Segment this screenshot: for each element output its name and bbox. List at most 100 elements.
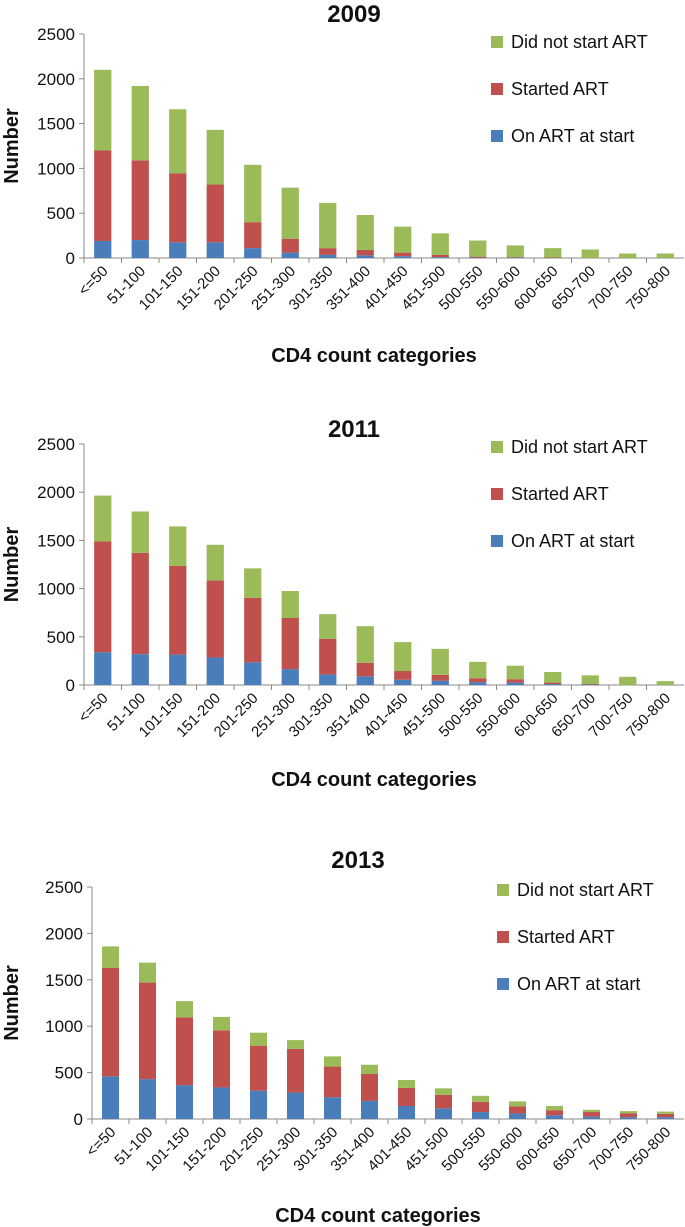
bar-on-art-at-start-750-800 [656, 1117, 675, 1119]
bar-started-art-151-200 [212, 1030, 231, 1088]
bar-on-art-at-start-351-400 [356, 676, 374, 685]
bar-started-art-251-300 [281, 238, 299, 253]
y-tick-label: 0 [66, 249, 75, 268]
bar-on-art-at-start-101-150 [169, 242, 187, 258]
bar-did-not-start-art-500-550 [469, 661, 487, 679]
bar-on-art-at-start-351-400 [356, 255, 374, 258]
bar-on-art-at-start-700-750 [619, 1117, 638, 1119]
bar-on-art-at-start-<=50 [94, 652, 112, 685]
bar-did-not-start-art-650-700 [582, 1109, 601, 1113]
bar-started-art-301-350 [319, 638, 337, 675]
bar-did-not-start-art-201-250 [244, 164, 262, 223]
bar-started-art-251-300 [281, 618, 299, 670]
bar-on-art-at-start-201-250 [249, 1090, 268, 1119]
y-tick-label: 1000 [37, 580, 75, 599]
bar-did-not-start-art-201-250 [244, 568, 262, 598]
bar-did-not-start-art-301-350 [323, 1056, 342, 1067]
y-tick-label: 1000 [37, 159, 75, 178]
y-tick-label: 2000 [45, 924, 83, 943]
bar-on-art-at-start-301-350 [319, 674, 337, 685]
legend-label: Did not start ART [517, 880, 654, 900]
bar-did-not-start-art-351-400 [356, 626, 374, 663]
bar-started-art-650-700 [582, 1112, 601, 1117]
legend-swatch [497, 931, 509, 943]
bar-started-art-51-100 [138, 982, 157, 1080]
bar-on-art-at-start-401-450 [394, 256, 412, 258]
bar-on-art-at-start-301-350 [323, 1097, 342, 1119]
bar-did-not-start-art-401-450 [394, 226, 412, 253]
bar-started-art-500-550 [471, 1101, 490, 1113]
legend-swatch [491, 36, 503, 48]
bar-on-art-at-start-251-300 [286, 1092, 305, 1119]
bar-started-art-401-450 [397, 1087, 416, 1107]
x-axis-label: CD4 count categories [271, 345, 477, 367]
y-tick-label: 1000 [45, 1017, 83, 1036]
bar-on-art-at-start-451-500 [431, 257, 449, 258]
bar-started-art-101-150 [175, 1017, 194, 1086]
bar-did-not-start-art-51-100 [131, 85, 149, 161]
chart-title: 2011 [328, 416, 380, 443]
legend-label: Started ART [511, 79, 609, 99]
chart-title: 2009 [327, 1, 380, 28]
y-tick-label: 500 [47, 628, 75, 647]
y-tick-label: 0 [66, 676, 75, 695]
legend-label: On ART at start [517, 974, 640, 994]
y-tick-label: 1500 [45, 971, 83, 990]
bar-on-art-at-start-151-200 [206, 657, 224, 685]
bar-did-not-start-art-750-800 [656, 253, 674, 258]
bar-started-art-<=50 [94, 541, 112, 653]
bar-on-art-at-start-<=50 [94, 240, 112, 258]
bar-on-art-at-start-101-150 [175, 1085, 194, 1119]
bar-started-art-401-450 [394, 671, 412, 680]
bar-started-art-51-100 [131, 552, 149, 655]
legend-swatch [491, 535, 503, 547]
bar-on-art-at-start-151-200 [212, 1087, 231, 1119]
bar-started-art-750-800 [656, 1113, 675, 1118]
bar-did-not-start-art-451-500 [434, 1088, 453, 1095]
bar-on-art-at-start-101-150 [169, 654, 187, 685]
bar-on-art-at-start-550-600 [508, 1113, 527, 1119]
bar-started-art-451-500 [434, 1094, 453, 1109]
y-tick-label: 500 [47, 204, 75, 223]
y-tick-label: 2000 [37, 70, 75, 89]
bar-started-art-401-450 [394, 252, 412, 257]
legend-swatch [491, 488, 503, 500]
chart-panel-2009: 2009Number05001000150020002500<=5051-100… [1, 1, 684, 367]
bar-started-art-201-250 [244, 222, 262, 249]
legend-label: On ART at start [511, 126, 634, 146]
bar-started-art-351-400 [356, 662, 374, 677]
bar-started-art-201-250 [244, 597, 262, 663]
bar-did-not-start-art-700-750 [619, 676, 637, 685]
bar-on-art-at-start-51-100 [138, 1079, 157, 1119]
bar-did-not-start-art-151-200 [206, 129, 224, 185]
bar-did-not-start-art-301-350 [319, 614, 337, 639]
bar-did-not-start-art-101-150 [169, 109, 187, 174]
bar-on-art-at-start-251-300 [281, 252, 299, 258]
bar-did-not-start-art-351-400 [356, 214, 374, 250]
bar-on-art-at-start-401-450 [397, 1106, 416, 1119]
bar-started-art-101-150 [169, 565, 187, 655]
bar-did-not-start-art-550-600 [506, 245, 524, 258]
legend-label: Started ART [517, 927, 615, 947]
bar-did-not-start-art-51-100 [131, 511, 149, 553]
bar-started-art-500-550 [469, 678, 487, 683]
bar-started-art-600-650 [545, 1110, 564, 1116]
bar-started-art-<=50 [101, 967, 120, 1077]
bar-did-not-start-art-500-550 [469, 240, 487, 257]
bar-did-not-start-art-401-450 [394, 642, 412, 672]
bar-did-not-start-art-<=50 [94, 495, 112, 542]
bar-did-not-start-art-700-750 [619, 1111, 638, 1114]
bar-started-art-700-750 [619, 1113, 638, 1118]
legend-label: Did not start ART [511, 437, 648, 457]
y-axis-label: Number [1, 965, 23, 1041]
bar-on-art-at-start-51-100 [131, 654, 149, 685]
bar-did-not-start-art-101-150 [175, 1001, 194, 1018]
bar-did-not-start-art-550-600 [506, 665, 524, 680]
bar-on-art-at-start-351-400 [360, 1100, 379, 1119]
bar-did-not-start-art-201-250 [249, 1032, 268, 1046]
bar-started-art-151-200 [206, 184, 224, 243]
legend-swatch [497, 978, 509, 990]
bar-started-art-600-650 [544, 682, 562, 685]
legend-swatch [491, 441, 503, 453]
